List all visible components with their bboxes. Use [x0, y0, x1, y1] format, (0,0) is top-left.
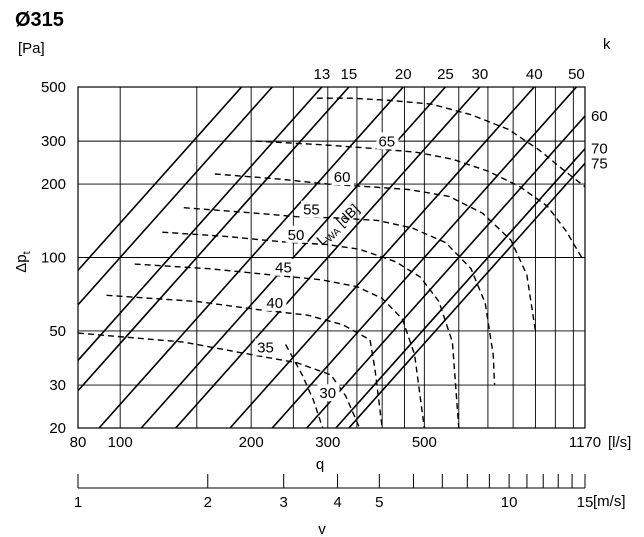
v-tick-label: 15: [577, 494, 594, 511]
y-axis-unit: [Pa]: [18, 40, 45, 57]
v-tick-label: 4: [333, 494, 341, 511]
sound-level-curve: [134, 263, 425, 428]
system-line: [78, 87, 323, 362]
sound-level-value: 50: [288, 227, 305, 244]
y-tick-label: 100: [41, 250, 66, 267]
chart-title: Ø315: [15, 9, 64, 31]
system-line: [335, 147, 585, 428]
y-tick-label: 50: [49, 323, 66, 340]
sound-level-curve: [162, 231, 460, 428]
plot-frame: [77, 86, 586, 429]
sound-level-label-bg: [285, 225, 308, 243]
system-line: [175, 87, 481, 428]
y-tick-label: 300: [41, 133, 66, 150]
system-line: [348, 162, 585, 428]
sound-level-label-bg: [301, 200, 324, 218]
sound-level-value: 60: [334, 169, 351, 186]
y-axis-label-main: Δp: [13, 254, 30, 272]
sound-level-label-bg: [376, 132, 399, 150]
sound-level-label-bg: [331, 168, 354, 186]
sound-level-curve: [183, 207, 496, 386]
sound-level-value: 55: [303, 202, 320, 219]
velocity-scale: 1 2 3 4 5 10 15: [74, 474, 594, 511]
y-axis-label: Δpt: [13, 251, 33, 272]
grid: [77, 86, 586, 429]
sound-level-label-bg: [264, 293, 287, 311]
k-label: 70: [591, 141, 608, 158]
x-tick-label: 1170: [569, 434, 601, 451]
v-tick-label: 10: [501, 494, 518, 511]
y-axis-label-sub: t: [21, 251, 33, 254]
v-tick-label: 3: [280, 494, 288, 511]
k-label: 50: [568, 66, 585, 83]
x-tick-label: 200: [239, 434, 264, 451]
v-tick-label: 1: [74, 494, 82, 511]
k-axis-label: k: [603, 36, 611, 53]
v-tick-label: 5: [375, 494, 383, 511]
sound-level-curve: [255, 140, 583, 258]
v-tick-label: 2: [204, 494, 212, 511]
x-tick-label: 100: [108, 434, 133, 451]
v-axis-label: v: [318, 521, 326, 537]
x-tick-label: 80: [70, 434, 87, 451]
sound-level-label-bg: [255, 338, 278, 356]
k-label: 40: [526, 66, 543, 83]
system-line: [98, 87, 404, 428]
x-axis-label: q: [316, 456, 324, 473]
sound-level-curve: [78, 332, 361, 428]
k-label: 15: [341, 66, 358, 83]
sound-level-label-bg: [317, 384, 340, 402]
sound-level-curve: [316, 97, 585, 188]
chart-labels: 80 100 200 300 500 1170 20 30 50 100 200 300 500 13 15…: [41, 66, 608, 451]
k-label: 25: [437, 66, 454, 83]
k-label: 20: [395, 66, 412, 83]
y-tick-label: 20: [49, 420, 66, 437]
sound-level-value: 30: [319, 385, 336, 402]
sound-level-curve: [106, 294, 383, 428]
k-label: 75: [591, 155, 608, 172]
k-label: 13: [313, 66, 330, 83]
sound-level-curves: [78, 97, 585, 428]
sound-level-label-bg: [273, 258, 296, 276]
x-tick-label: 300: [315, 434, 340, 451]
sound-level-value: 45: [275, 260, 292, 277]
y-tick-label: 500: [41, 79, 66, 96]
system-line: [78, 87, 243, 272]
sound-level-value: 65: [378, 133, 395, 150]
sound-level-value: 35: [257, 340, 274, 357]
sound-level-curve: [214, 173, 537, 332]
sound-level-value: 40: [266, 295, 283, 312]
v-axis-unit: [m/s]: [593, 493, 626, 510]
system-line: [78, 87, 273, 306]
x-tick-label: 500: [412, 434, 437, 451]
k-label: 30: [472, 66, 489, 83]
y-tick-label: 200: [41, 176, 66, 193]
k-label: 60: [591, 108, 608, 125]
x-axis-unit: [l/s]: [608, 434, 631, 451]
system-line: [306, 114, 585, 428]
system-line: [271, 87, 578, 428]
y-tick-label: 30: [49, 377, 66, 394]
